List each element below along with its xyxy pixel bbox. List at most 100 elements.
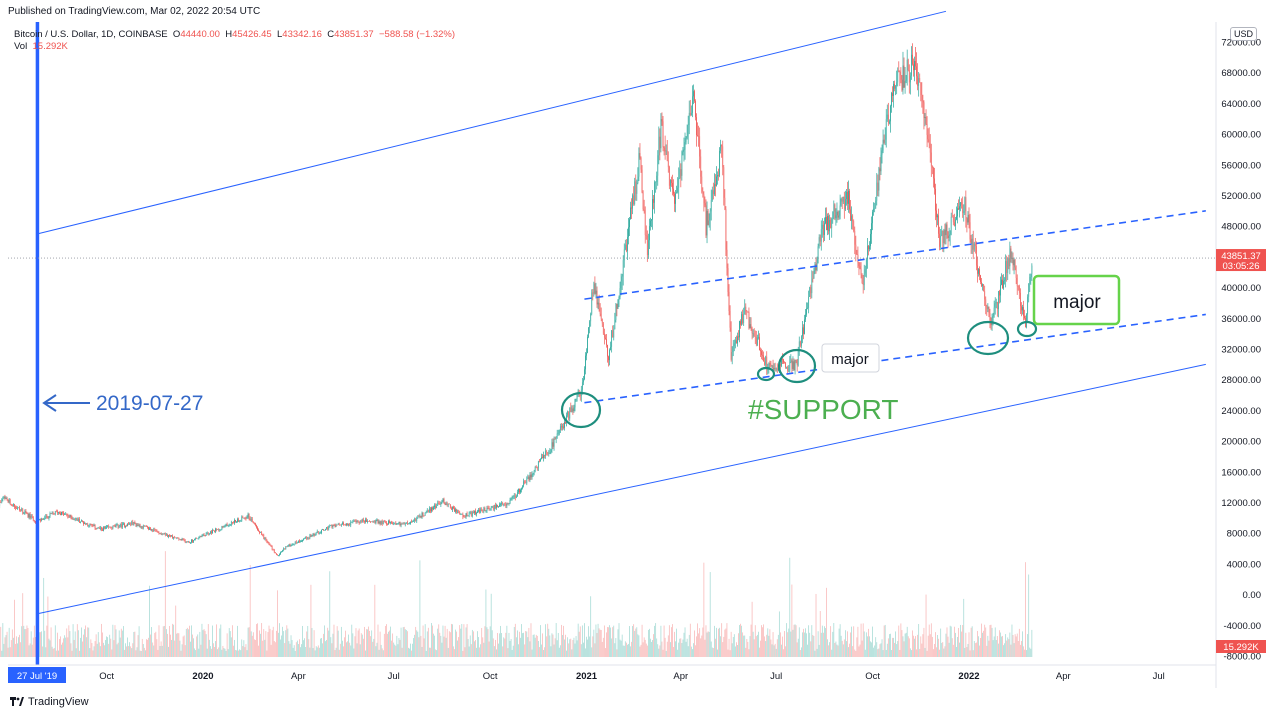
candle-body: [738, 336, 739, 338]
volume-bar: [347, 641, 348, 657]
volume-bar: [294, 650, 296, 657]
candle-body: [29, 513, 31, 518]
volume-bar: [674, 631, 675, 657]
candle-body: [603, 333, 605, 338]
volume-bar: [934, 643, 935, 657]
candle-body: [677, 187, 679, 193]
time-tick-label: Jul: [1153, 671, 1165, 682]
volume-bar: [8, 627, 10, 657]
candle-body: [700, 156, 702, 177]
candle-body: [564, 421, 565, 428]
candle-body: [767, 368, 769, 371]
volume-bar: [73, 639, 75, 657]
candle-body: [502, 503, 504, 505]
candle-body: [615, 304, 617, 320]
candle-body: [876, 182, 878, 201]
candle-body: [898, 70, 900, 72]
candle-body: [765, 356, 767, 365]
volume-bar: [495, 639, 496, 657]
candle-body: [544, 455, 545, 456]
candle-body: [22, 508, 24, 514]
candle-body: [357, 521, 359, 522]
volume-label[interactable]: Vol: [14, 41, 28, 52]
candle-body: [135, 523, 137, 526]
volume-bar: [1021, 641, 1022, 657]
volume-bar: [252, 632, 254, 657]
candle-body: [476, 512, 477, 515]
volume-bar: [346, 642, 347, 657]
candle-body: [987, 306, 989, 309]
volume-bar: [300, 647, 301, 657]
volume-bar: [239, 649, 241, 657]
candle-body: [287, 545, 289, 547]
candle-body: [711, 190, 713, 201]
candle-body: [155, 529, 157, 531]
candle-body: [227, 525, 229, 527]
candle-body: [25, 510, 27, 514]
candle-body: [195, 538, 197, 540]
candle-body: [939, 233, 941, 247]
candle-body: [340, 524, 342, 526]
volume-bar: [709, 572, 711, 657]
candle-body: [739, 321, 740, 338]
candle-body: [1014, 259, 1016, 268]
candle-body: [783, 359, 784, 363]
volume-bar: [652, 640, 653, 657]
candle-body: [19, 507, 20, 511]
candle-body: [65, 514, 67, 515]
volume-bar: [912, 630, 913, 657]
candle-body: [570, 407, 572, 413]
volume-bar: [924, 647, 926, 657]
volume-bar: [17, 643, 18, 657]
candle-body: [719, 150, 720, 176]
volume-bar: [876, 642, 878, 657]
candle-body: [731, 352, 733, 360]
candle-body: [323, 529, 324, 531]
volume-bar: [228, 628, 230, 657]
volume-bar: [602, 637, 604, 657]
volume-bar: [351, 624, 353, 657]
candle-body: [576, 393, 578, 399]
volume-bar: [389, 630, 390, 657]
price-tick-label: 20000.00: [1221, 437, 1261, 448]
candle-body: [1011, 257, 1013, 259]
candle-body: [68, 516, 70, 518]
candle-body: [658, 136, 660, 156]
candle-body: [724, 197, 726, 210]
candle-body: [1009, 248, 1011, 267]
time-axis[interactable]: Oct 2020 Apr Jul Oct 2021 Apr Jul Oct 2022 Apr Jul: [99, 671, 1165, 682]
candle-body: [1029, 276, 1031, 284]
volume-bar: [685, 641, 687, 657]
candle-body: [262, 534, 264, 536]
volume-bar: [104, 645, 105, 657]
candle-body: [825, 217, 826, 224]
volume-bar: [565, 634, 566, 657]
volume-bar: [1018, 628, 1020, 657]
low-label: L: [277, 29, 283, 40]
volume-bar: [357, 630, 359, 657]
price-axis[interactable]: 72000.0068000.0064000.0060000.0056000.00…: [1221, 38, 1261, 663]
candle-body: [240, 520, 242, 522]
candle-body: [390, 521, 391, 523]
candle-body: [399, 521, 401, 526]
volume-bar: [381, 648, 383, 657]
volume-bar: [557, 632, 559, 657]
candle-body: [971, 238, 973, 245]
volume-bar: [219, 628, 221, 657]
volume-bar: [629, 626, 630, 657]
candle-body: [756, 337, 758, 345]
candle-body: [588, 327, 589, 337]
symbol-name[interactable]: Bitcoin / U.S. Dollar, 1D, COINBASE: [14, 29, 168, 40]
candle-body: [904, 81, 906, 88]
volume-bar: [794, 624, 796, 657]
volume-bar: [461, 623, 463, 657]
volume-bar: [395, 645, 397, 657]
candle-body: [734, 340, 736, 344]
candle-body: [959, 206, 960, 210]
volume-bar: [1017, 641, 1019, 657]
volume-bar: [740, 623, 741, 657]
volume-bar: [885, 649, 887, 657]
currency-selector[interactable]: USD: [1230, 27, 1258, 41]
volume-bar: [107, 637, 108, 657]
